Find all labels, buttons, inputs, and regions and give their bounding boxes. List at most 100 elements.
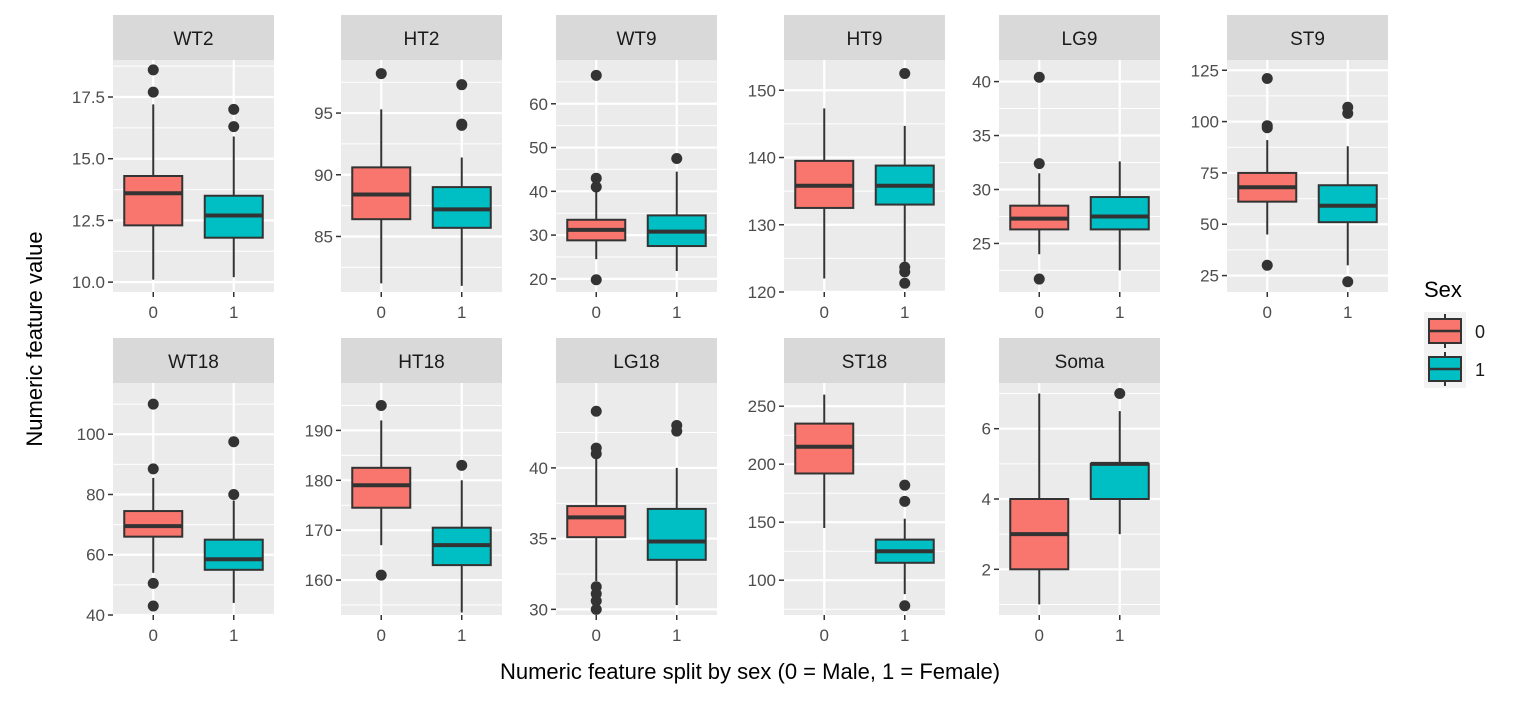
facet-panel-soma: Soma 2 4 6 0 1	[982, 338, 1160, 645]
y-tick-label: 35	[529, 530, 548, 549]
box-group-1	[203, 103, 264, 278]
outlier-point	[899, 67, 911, 79]
x-tick-label: 0	[1035, 626, 1044, 645]
facet-panel-st18: ST18 100 150 200 250 0 1	[748, 338, 945, 645]
facet-panel-lg18: LG18 30 35 40 0 1	[529, 338, 717, 645]
outlier-point	[1261, 259, 1273, 271]
y-tick-label: 40	[529, 182, 548, 201]
box-group-0	[123, 398, 184, 612]
outlier-point	[590, 603, 602, 615]
outlier-point	[147, 86, 159, 98]
facet-strip-label: WT9	[616, 29, 656, 50]
facet-panel-wt9: WT9 20 30 40 50 60 0 1	[529, 15, 717, 322]
y-tick-label: 12.5	[72, 211, 105, 230]
facet-strip-label: HT2	[404, 29, 440, 50]
y-tick-label: 85	[314, 227, 333, 246]
y-tick-label: 140	[748, 149, 776, 168]
box-group-0	[566, 69, 627, 286]
legend-key-1: 1	[1424, 350, 1485, 388]
outlier-point	[899, 479, 911, 491]
outlier-point	[899, 261, 911, 273]
y-tick-label: 10.0	[72, 273, 105, 292]
outlier-point	[228, 436, 240, 448]
outlier-point	[147, 463, 159, 475]
x-tick-label: 1	[672, 303, 681, 322]
outlier-point	[228, 103, 240, 115]
outlier-point	[1342, 101, 1354, 113]
y-tick-label: 160	[305, 571, 333, 590]
outlier-point	[899, 600, 911, 612]
x-tick-label: 1	[672, 626, 681, 645]
x-tick-label: 0	[149, 626, 158, 645]
outlier-point	[1261, 72, 1273, 84]
y-tick-label: 2	[982, 560, 991, 579]
panel-background	[556, 383, 717, 615]
x-tick-label: 1	[1343, 303, 1352, 322]
box-body	[566, 505, 627, 539]
y-tick-label: 6	[982, 420, 991, 439]
outlier-point	[1342, 276, 1354, 288]
facet-strip	[113, 338, 274, 383]
outlier-point	[147, 64, 159, 76]
x-tick-label: 0	[377, 303, 386, 322]
x-tick-label: 0	[820, 303, 829, 322]
facet-strip	[341, 15, 502, 60]
panel-background	[999, 60, 1160, 292]
outlier-point	[147, 600, 159, 612]
y-tick-label: 150	[748, 81, 776, 100]
box-group-0	[794, 108, 855, 279]
y-tick-label: 17.5	[72, 88, 105, 107]
x-tick-label: 1	[229, 303, 238, 322]
outlier-point	[590, 172, 602, 184]
y-axis-title: Numeric feature value	[22, 231, 47, 446]
x-tick-label: 1	[900, 626, 909, 645]
box-group-1	[646, 419, 707, 606]
box-body	[203, 538, 264, 571]
x-axis-title: Numeric feature split by sex (0 = Male, …	[500, 659, 1000, 684]
box-group-1	[431, 459, 492, 613]
facet-strip	[784, 15, 945, 60]
y-tick-label: 125	[1191, 61, 1219, 80]
outlier-point	[1114, 388, 1126, 400]
y-tick-label: 130	[748, 216, 776, 235]
y-tick-label: 100	[1191, 113, 1219, 132]
box-group-1	[431, 79, 492, 286]
outlier-point	[590, 181, 602, 193]
outlier-point	[1033, 158, 1045, 170]
y-tick-label: 90	[314, 166, 333, 185]
outlier-point	[147, 577, 159, 589]
y-tick-label: 50	[1200, 215, 1219, 234]
box-body	[1089, 462, 1150, 500]
y-tick-label: 20	[529, 270, 548, 289]
outlier-point	[228, 488, 240, 500]
outlier-point	[590, 274, 602, 286]
box-group-1	[874, 479, 935, 612]
box-body	[123, 510, 184, 538]
box-group-1	[203, 436, 264, 603]
legend-label: 0	[1475, 322, 1485, 342]
box-body	[646, 507, 707, 561]
facet-strip	[113, 15, 274, 60]
facet-panel-wt18: WT18 40 60 80 100 0 1	[77, 338, 274, 645]
outlier-point	[1261, 120, 1273, 132]
outlier-point	[899, 277, 911, 289]
outlier-point	[375, 68, 387, 80]
legend: Sex 01	[1424, 277, 1485, 388]
y-tick-label: 120	[748, 283, 776, 302]
x-tick-label: 1	[457, 303, 466, 322]
x-tick-label: 1	[1115, 303, 1124, 322]
y-tick-label: 30	[529, 226, 548, 245]
box-body	[1317, 184, 1378, 224]
box-group-0	[566, 405, 627, 615]
box-group-1	[1089, 388, 1150, 535]
outlier-point	[375, 399, 387, 411]
facet-strip-label: LG9	[1062, 29, 1098, 50]
panel-background	[784, 383, 945, 615]
panel-background	[556, 60, 717, 292]
box-group-0	[351, 68, 412, 284]
outlier-point	[899, 495, 911, 507]
outlier-point	[671, 152, 683, 164]
facet-strip	[999, 15, 1160, 60]
